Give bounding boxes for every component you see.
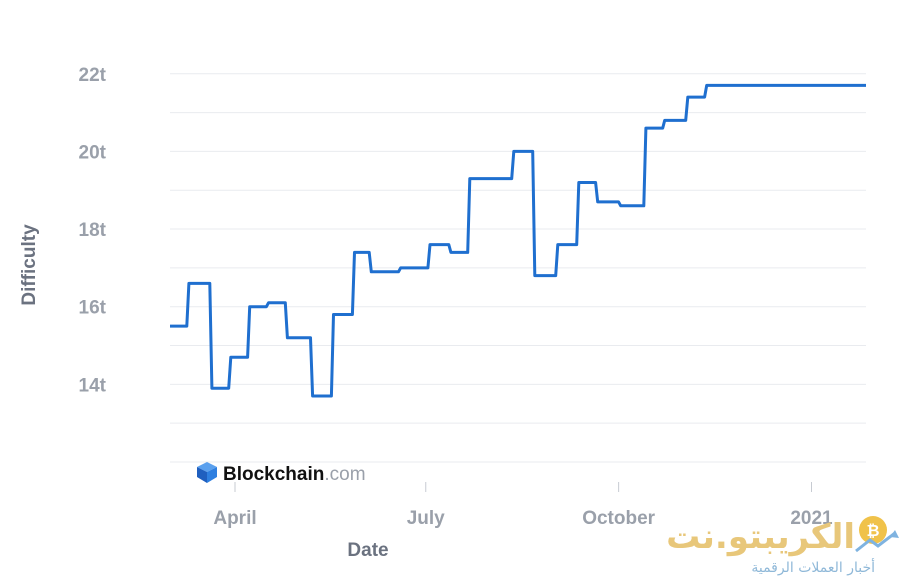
watermark: ₿ الكريبتو.نت أخبار العملات الرقمية — [666, 516, 899, 576]
x-tick-label: October — [582, 508, 655, 529]
y-tick-label: 20t — [79, 142, 107, 163]
blockchain-logo: Blockchain.com — [197, 462, 366, 485]
x-axis-ticks: April July October 2021 — [213, 482, 833, 529]
y-tick-label: 18t — [79, 220, 107, 241]
x-tick-label: 2021 — [790, 508, 833, 529]
watermark-title: الكريبتو.نت — [666, 517, 855, 557]
bitcoin-coin-icon: ₿ — [855, 516, 899, 553]
y-tick-label: 16t — [79, 298, 107, 319]
y-tick-label: 14t — [79, 375, 107, 396]
gridlines — [170, 73, 866, 463]
svg-text:₿: ₿ — [866, 521, 879, 540]
svg-text:Blockchain.com: Blockchain.com — [223, 464, 366, 485]
x-axis-title: Date — [347, 540, 388, 561]
logo-name: Blockchain — [223, 464, 324, 485]
difficulty-series-line — [170, 83, 866, 398]
y-tick-label: 22t — [79, 65, 107, 86]
logo-suffix: .com — [324, 464, 365, 485]
blockchain-cube-icon — [197, 462, 217, 483]
x-tick-label: April — [213, 508, 256, 529]
y-axis-ticks: 14t 16t 18t 20t 22t — [79, 65, 107, 397]
y-axis-title: Difficulty — [19, 224, 40, 306]
x-tick-label: July — [407, 508, 445, 529]
watermark-subtitle: أخبار العملات الرقمية — [751, 558, 875, 576]
series-layer — [170, 83, 866, 398]
